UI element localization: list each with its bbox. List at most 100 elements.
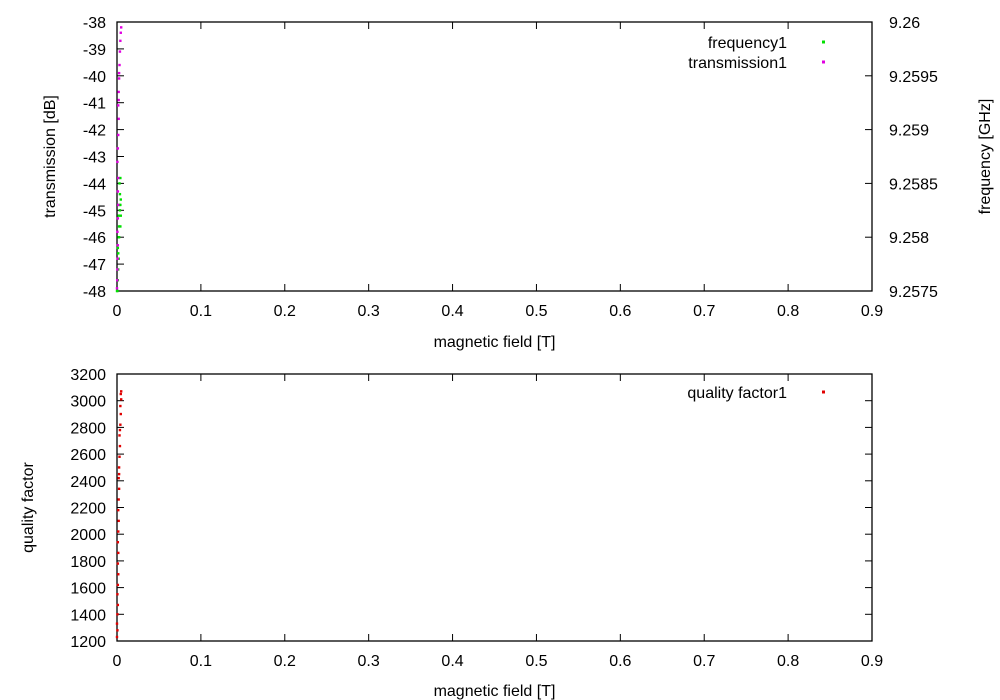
legend-label: quality factor1 [687, 385, 787, 402]
y-tick-label: -45 [83, 203, 106, 220]
data-point-quality-factor1 [119, 390, 123, 393]
data-point-quality-factor1 [117, 466, 121, 469]
x-tick-label: 0.3 [358, 653, 380, 670]
data-point-frequency1 [119, 225, 122, 228]
data-point-quality-factor1 [117, 487, 121, 491]
y-tick-label: -38 [83, 15, 106, 32]
data-point-quality-factor1 [117, 498, 120, 501]
data-point-transmission1 [117, 71, 121, 75]
y-tick-label: -39 [83, 42, 106, 59]
x-tick-label: 0.7 [693, 303, 715, 320]
data-point-frequency1 [119, 214, 122, 217]
data-point-frequency1 [117, 225, 121, 228]
x-tick-label: 0 [113, 303, 122, 320]
y-axis-label: transmission [dB] [42, 95, 59, 218]
y2-tick-label: 9.2595 [889, 69, 938, 86]
data-point-frequency1 [118, 209, 122, 212]
data-point-transmission1 [116, 147, 120, 150]
data-point-transmission1 [116, 190, 120, 193]
data-point-quality-factor1 [117, 551, 120, 555]
y-tick-label: -46 [83, 230, 106, 247]
data-point-transmission1 [117, 90, 120, 94]
x-tick-label: 0.6 [609, 303, 631, 320]
x-tick-label: 0.4 [441, 303, 463, 320]
data-point-frequency1 [116, 289, 119, 293]
y-tick-label: -48 [83, 284, 106, 301]
y-tick-label: -43 [83, 150, 106, 167]
y-tick-label: -41 [83, 96, 106, 113]
data-point-quality-factor1 [117, 530, 120, 533]
y-tick-label: -44 [83, 176, 106, 193]
y2-axis-label: frequency [GHz] [977, 99, 994, 215]
data-point-transmission1 [118, 63, 121, 67]
data-point-quality-factor1 [116, 593, 119, 596]
x-tick-label: 0.2 [274, 653, 296, 670]
data-point-transmission1 [117, 98, 120, 102]
data-point-quality-factor1 [115, 622, 119, 625]
x-tick-label: 0.9 [861, 303, 883, 320]
data-point-transmission1 [116, 268, 119, 271]
data-point-quality-factor1 [119, 412, 122, 416]
transmission-frequency-chart: 0 0.1 0.2 0.3 0.4 0.5 0.6 0.7 0.8 0.9 -38 -39 -40 -41… [42, 15, 994, 351]
data-point-transmission1 [117, 77, 121, 80]
x-tick-label: 0.8 [777, 303, 799, 320]
y-tick-label: 1800 [70, 554, 106, 571]
x-tick-label: 0.2 [274, 303, 296, 320]
data-point-frequency1 [118, 182, 121, 185]
y-tick-label: 2800 [70, 420, 106, 437]
x-tick-label: 0.3 [358, 303, 380, 320]
data-point-transmission1 [116, 244, 120, 247]
data-point-quality-factor1 [117, 508, 120, 512]
data-point-quality-factor1 [116, 583, 120, 587]
y2-tick-label: 9.2575 [889, 284, 938, 301]
data-point-quality-factor1 [116, 613, 119, 616]
data-point-quality-factor1 [117, 472, 121, 476]
x-tick-label: 0.6 [609, 653, 631, 670]
y-tick-label: -40 [83, 69, 106, 86]
x-tick-label: 0.7 [693, 653, 715, 670]
data-point-transmission1 [116, 279, 119, 282]
y2-tick-label: 9.258 [889, 230, 929, 247]
y-tick-label: 3200 [70, 367, 106, 384]
y-tick-label: 2000 [70, 527, 106, 544]
y-tick-label: 2200 [70, 501, 106, 518]
y-tick-label: 1200 [70, 634, 106, 651]
legend-marker [822, 40, 825, 44]
data-point-quality-factor1 [116, 562, 120, 565]
data-point-transmission1 [115, 287, 119, 290]
x-tick-label: 0.1 [190, 653, 212, 670]
quality-factor-chart: 0 0.1 0.2 0.3 0.4 0.5 0.6 0.7 0.8 0.9 3200 3000 2800… [20, 367, 883, 700]
data-point-transmission1 [119, 39, 122, 43]
data-point-quality-factor1 [117, 476, 120, 480]
data-point-quality-factor1 [115, 635, 119, 639]
data-point-transmission1 [117, 176, 120, 180]
data-point-frequency1 [119, 203, 122, 207]
data-point-quality-factor1 [117, 573, 120, 576]
y-tick-label: -47 [83, 257, 106, 274]
data-point-quality-factor1 [118, 434, 121, 437]
y-tick-label: 2600 [70, 447, 106, 464]
data-point-quality-factor1 [119, 398, 123, 401]
y-tick-label: 3000 [70, 394, 106, 411]
x-tick-label: 0.5 [525, 303, 547, 320]
legend-marker [822, 60, 825, 64]
x-tick-label: 0 [113, 653, 122, 670]
data-point-transmission1 [117, 117, 120, 121]
y-tick-label: 1400 [70, 607, 106, 624]
y2-tick-label: 9.2585 [889, 176, 938, 193]
x-tick-label: 0.1 [190, 303, 212, 320]
data-point-frequency1 [117, 252, 120, 255]
data-point-transmission1 [119, 31, 122, 34]
x-tick-label: 0.9 [861, 653, 883, 670]
y-tick-label: 2400 [70, 474, 106, 491]
x-axis-label: magnetic field [T] [434, 683, 556, 700]
y-tick-label: 1600 [70, 581, 106, 598]
y2-tick-label: 9.259 [889, 123, 929, 140]
x-axis-label: magnetic field [T] [434, 334, 556, 351]
data-point-quality-factor1 [116, 541, 120, 544]
data-point-quality-factor1 [118, 455, 121, 458]
data-point-quality-factor1 [118, 444, 122, 448]
legend-label: transmission1 [688, 55, 787, 72]
data-point-frequency1 [119, 198, 122, 201]
